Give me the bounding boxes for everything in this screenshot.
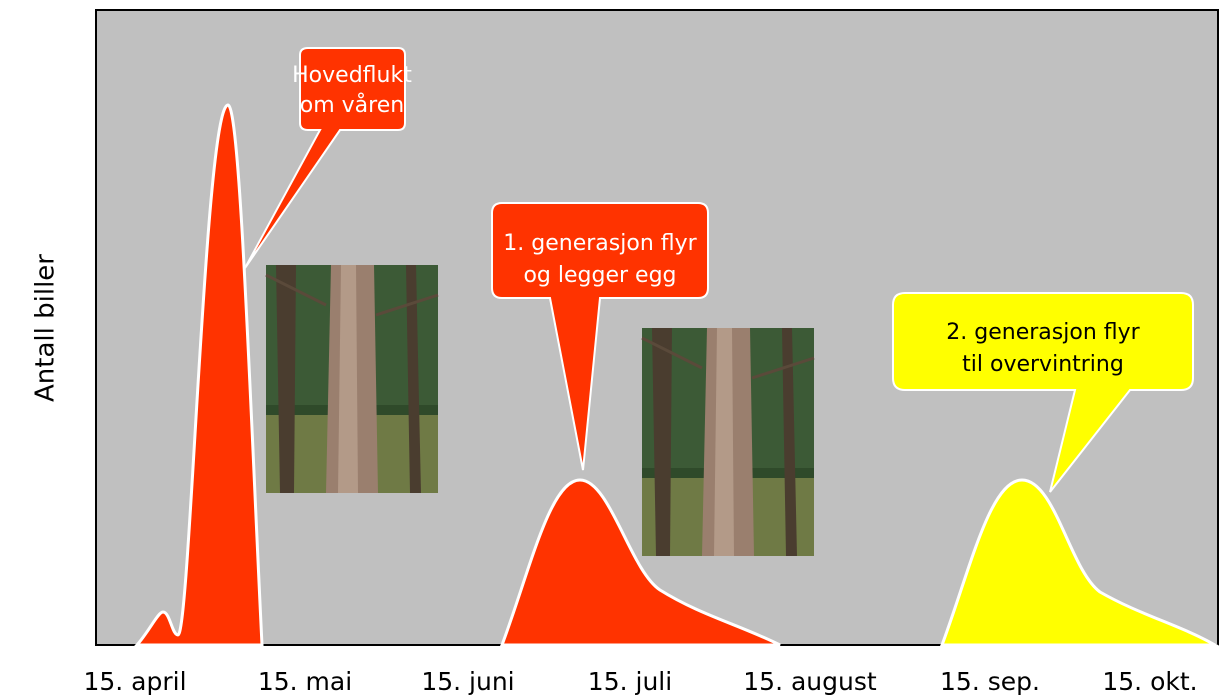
peak [133,103,264,647]
callout [491,202,709,471]
photo [264,263,440,495]
x-label: 15. juni [421,667,514,696]
x-label: 15. juli [588,667,672,696]
x-label: 15. august [743,667,877,696]
callout-text: 2. generasjon flyr [946,320,1140,345]
callout-text: og legger egg [523,263,676,288]
x-label: 15. okt. [1102,667,1197,696]
x-label: 15. sep. [940,667,1040,696]
callout-text: om våren [300,92,404,118]
y-axis-label: Antall biller [31,254,61,402]
callout [244,47,406,269]
x-label: 15. april [83,667,186,696]
peak [939,478,1221,647]
callout [892,292,1194,493]
x-labels: 15. april 15. mai 15. juni 15. juli 15. augu… [83,667,1197,696]
photo [640,326,816,558]
peak [499,478,781,647]
callout-text: 1. generasjon flyr [503,231,697,256]
x-label: 15. mai [258,667,352,696]
callout-text: Hovedflukt [292,63,412,88]
callout-text: til overvintring [962,352,1124,377]
